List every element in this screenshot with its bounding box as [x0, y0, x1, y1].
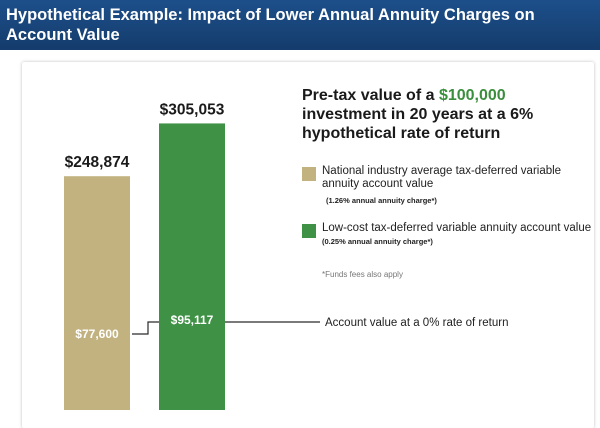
legend-item-low-cost: Low-cost tax-deferred variable annuity a…: [302, 222, 592, 256]
chart-panel: $248,874 $305,053 $77,600 $95,117 Account va…: [22, 62, 594, 428]
header-banner: Hypothetical Example: Impact of Lower An…: [0, 0, 600, 50]
page-title: Hypothetical Example: Impact of Lower An…: [6, 6, 535, 44]
funds-fees-note: *Funds fees also apply: [322, 270, 403, 279]
legend-item-industry-average: National industry average tax-deferred v…: [302, 165, 592, 211]
legend-text-industry-average: National industry average tax-deferred v…: [322, 165, 592, 207]
bar-value-label-industry-average: $248,874: [65, 154, 130, 171]
callout-label: Account value at a 0% rate of return: [325, 317, 508, 329]
legend-label-industry-average: National industry average tax-deferred v…: [322, 165, 562, 190]
bar-chart: $248,874 $305,053 $77,600 $95,117 Account va…: [64, 101, 508, 410]
legend-swatch-low-cost: [302, 224, 316, 238]
zero-return-connector: [132, 321, 159, 335]
bar-low-cost: [159, 123, 225, 410]
legend-detail-low-cost: (0.25% annual annuity charge*): [322, 237, 433, 246]
bar-value-label-low-cost: $305,053: [160, 101, 225, 118]
legend-swatch-industry-average: [302, 167, 316, 181]
zero-return-label-industry-average: $77,600: [75, 327, 119, 341]
legend-title-before: Pre-tax value of a: [302, 87, 439, 104]
zero-return-label-low-cost: $95,117: [171, 313, 214, 327]
legend-title-amount: $100,000: [438, 87, 506, 104]
legend-title-after: investment in 20 years at a 6% hypotheti…: [302, 106, 534, 142]
legend-detail-industry-average: (1.26% annual annuity charge*): [326, 196, 437, 205]
legend-text-low-cost: Low-cost tax-deferred variable annuity a…: [322, 222, 592, 248]
bar-industry-average: [64, 176, 130, 410]
legend-label-low-cost: Low-cost tax-deferred variable annuity a…: [322, 222, 592, 234]
legend-title: Pre-tax value of a $100,000 investment i…: [302, 86, 582, 143]
